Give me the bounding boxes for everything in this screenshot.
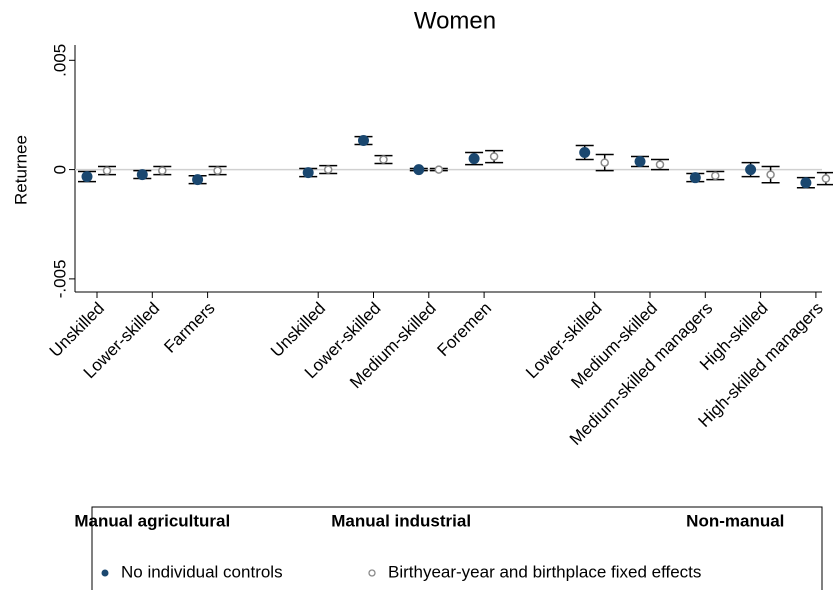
marker: [302, 167, 314, 179]
marker: [711, 171, 720, 180]
group-label: Manual industrial: [331, 511, 471, 530]
marker: [358, 135, 369, 147]
marker: [213, 166, 222, 175]
group-label: Non-manual: [686, 511, 784, 530]
legend-label: Birthyear-year and birthplace fixed effe…: [388, 562, 701, 581]
marker: [489, 152, 499, 161]
marker: [689, 172, 701, 184]
marker: [634, 156, 646, 168]
group-label: Manual agricultural: [74, 511, 230, 530]
marker: [136, 169, 148, 181]
x-tick-label: Farmers: [160, 299, 218, 357]
marker: [821, 174, 831, 183]
marker: [323, 165, 333, 174]
marker: [192, 174, 204, 186]
marker: [102, 166, 112, 175]
marker: [158, 166, 167, 175]
marker: [81, 171, 93, 183]
marker: [766, 170, 775, 179]
x-tick-label: Foremen: [434, 299, 496, 361]
marker: [413, 164, 425, 176]
y-tick-label: 0: [50, 165, 69, 174]
legend-label: No individual controls: [121, 562, 283, 581]
y-tick-label: .005: [50, 44, 69, 77]
legend-box: [91, 506, 823, 590]
marker: [579, 147, 591, 159]
y-tick-label: -.005: [50, 260, 69, 299]
marker: [655, 160, 665, 169]
marker: [745, 164, 757, 176]
marker: [468, 153, 480, 165]
legend-marker: [101, 569, 109, 577]
marker: [600, 158, 609, 167]
chart-title: Women: [414, 7, 496, 34]
marker: [434, 165, 444, 174]
legend-marker: [368, 569, 376, 577]
marker: [800, 177, 812, 189]
marker: [379, 155, 388, 164]
y-axis-label: Returnee: [11, 135, 30, 205]
